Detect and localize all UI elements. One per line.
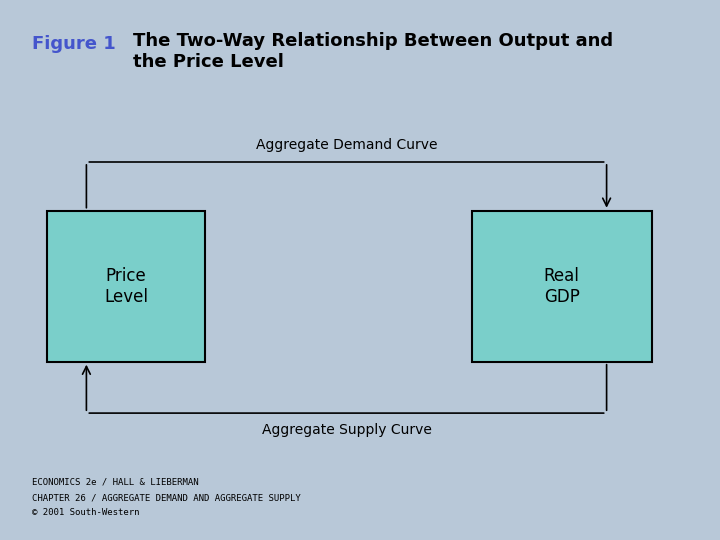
Bar bbox=[472, 211, 652, 362]
Text: Price
Level: Price Level bbox=[104, 267, 148, 306]
Text: ECONOMICS 2e / HALL & LIEBERMAN: ECONOMICS 2e / HALL & LIEBERMAN bbox=[32, 478, 199, 487]
Text: Real
GDP: Real GDP bbox=[544, 267, 580, 306]
Text: Aggregate Supply Curve: Aggregate Supply Curve bbox=[261, 423, 431, 437]
Text: Figure 1: Figure 1 bbox=[32, 35, 116, 53]
Text: Aggregate Demand Curve: Aggregate Demand Curve bbox=[256, 138, 437, 152]
Text: The Two-Way Relationship Between Output and
the Price Level: The Two-Way Relationship Between Output … bbox=[133, 32, 613, 71]
Text: © 2001 South-Western: © 2001 South-Western bbox=[32, 508, 140, 517]
Text: CHAPTER 26 / AGGREGATE DEMAND AND AGGREGATE SUPPLY: CHAPTER 26 / AGGREGATE DEMAND AND AGGREG… bbox=[32, 493, 301, 502]
Bar bbox=[47, 211, 205, 362]
